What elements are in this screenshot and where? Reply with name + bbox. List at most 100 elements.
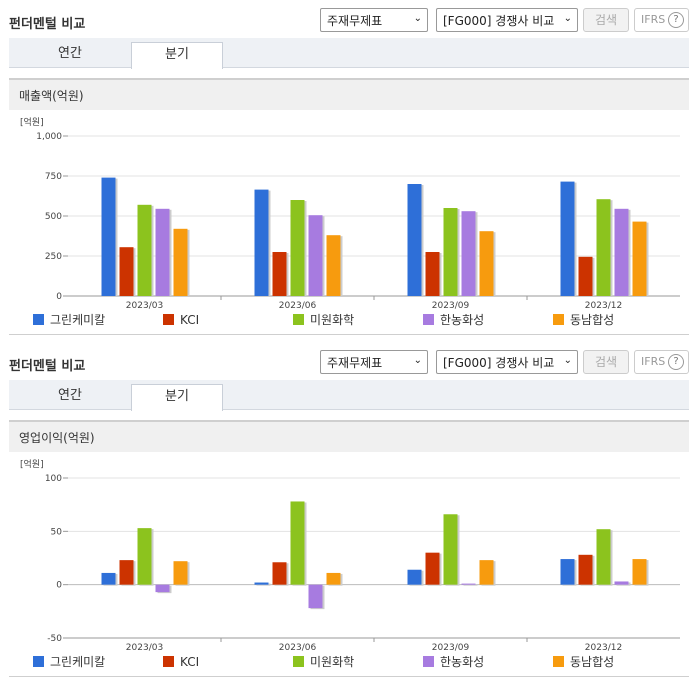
bar	[407, 184, 422, 296]
section-title: 펀더멘털 비교	[9, 359, 86, 374]
legend-label: 그린케미칼	[50, 655, 105, 669]
peer-group-select[interactable]: [FG000] 경쟁사 비교 ⌄	[436, 350, 578, 374]
bar	[479, 560, 494, 585]
bar	[101, 177, 116, 296]
legend-swatch	[33, 656, 44, 667]
x-tick-label: 2023/09	[432, 301, 470, 311]
chevron-down-icon: ⌄	[563, 355, 572, 366]
bar	[596, 529, 611, 585]
bar	[155, 208, 170, 296]
legend-swatch	[293, 314, 304, 325]
bar	[425, 252, 440, 296]
bar	[308, 584, 323, 609]
legend-label: 동남합성	[570, 655, 614, 669]
bar	[614, 208, 629, 296]
chart-header-label: 매출액(억원)	[19, 89, 84, 103]
bar	[272, 562, 287, 585]
y-tick-label: 0	[56, 292, 62, 302]
y-tick-label: 0	[56, 581, 62, 591]
bar	[290, 200, 305, 296]
y-tick-label: 1,000	[36, 132, 62, 142]
x-tick-label: 2023/03	[126, 643, 163, 653]
peer-group-select[interactable]: [FG000] 경쟁사 비교 ⌄	[436, 8, 578, 32]
tab-annual[interactable]: 연간	[58, 388, 82, 403]
help-icon[interactable]: ?	[668, 12, 684, 28]
ifrs-toggle[interactable]: IFRS ?	[634, 350, 689, 374]
bar	[290, 501, 305, 585]
period-tabs: 연간 분기	[9, 380, 689, 411]
ifrs-toggle[interactable]: IFRS ?	[634, 8, 689, 32]
divider	[9, 334, 689, 335]
legend-swatch	[163, 314, 174, 325]
bar	[578, 554, 593, 585]
legend-swatch	[163, 656, 174, 667]
x-tick-label: 2023/06	[279, 643, 317, 653]
chevron-down-icon: ⌄	[413, 13, 422, 24]
chevron-down-icon: ⌄	[413, 355, 422, 366]
search-button[interactable]: 검색	[583, 8, 629, 32]
financial-statement-select[interactable]: 주재무제표 ⌄	[320, 8, 428, 32]
bar	[119, 247, 134, 296]
legend-label: KCI	[180, 313, 199, 327]
financial-statement-select[interactable]: 주재무제표 ⌄	[320, 350, 428, 374]
tab-quarterly[interactable]: 분기	[131, 42, 223, 69]
bar	[308, 215, 323, 296]
bar	[173, 561, 188, 585]
tab-quarterly[interactable]: 분기	[131, 384, 223, 411]
legend-swatch	[33, 314, 44, 325]
legend-label: 미원화학	[310, 655, 354, 669]
bar	[326, 572, 341, 585]
x-tick-label: 2023/12	[585, 301, 622, 311]
bar	[425, 552, 440, 585]
y-unit-label: [억원]	[20, 458, 44, 470]
bar	[479, 231, 494, 296]
x-tick-label: 2023/06	[279, 301, 317, 311]
y-tick-label: 100	[45, 474, 62, 484]
legend-swatch	[553, 656, 564, 667]
bar	[272, 252, 287, 296]
bar	[407, 569, 422, 585]
legend-label: 미원화학	[310, 313, 354, 327]
x-tick-label: 2023/12	[585, 643, 622, 653]
y-unit-label: [억원]	[20, 116, 44, 128]
legend-swatch	[293, 656, 304, 667]
x-tick-label: 2023/03	[126, 301, 163, 311]
legend-label: 동남합성	[570, 313, 614, 327]
help-icon[interactable]: ?	[668, 354, 684, 370]
bar	[101, 572, 116, 585]
y-tick-label: -50	[47, 634, 62, 644]
legend-swatch	[423, 656, 434, 667]
chart-header: 영업이익(억원)	[9, 420, 689, 452]
bar-shadow	[463, 584, 478, 586]
revenue-bar-chart: [억원] 0 250 500 750 1,000 2023/03 2023/06 2023/09…	[20, 116, 680, 327]
bar	[173, 228, 188, 296]
legend-label: 그린케미칼	[50, 313, 105, 327]
bar	[254, 189, 269, 296]
divider	[9, 676, 689, 677]
bar	[632, 559, 647, 585]
search-button[interactable]: 검색	[583, 350, 629, 374]
fundamental-comparison-operating-profit: 펀더멘털 비교 주재무제표 ⌄ [FG000] 경쟁사 비교 ⌄ 검색 IFRS ?…	[0, 342, 696, 684]
bar	[137, 528, 152, 585]
y-tick-label: 500	[45, 212, 62, 222]
legend-label: 한농화성	[440, 313, 484, 327]
fundamental-comparison-revenue: 펀더멘털 비교 주재무제표 ⌄ [FG000] 경쟁사 비교 ⌄ 검색 IFRS ?…	[9, 8, 689, 335]
bar	[119, 560, 134, 585]
tab-annual[interactable]: 연간	[58, 46, 82, 61]
bar	[443, 208, 458, 296]
legend-label: 한농화성	[440, 655, 484, 669]
chart-header-label: 영업이익(억원)	[19, 431, 95, 445]
bar	[560, 559, 575, 585]
operating-profit-bar-chart: [억원] -50 0 50 100 2023/03 2023/06 2023/09 2023/1…	[20, 458, 680, 669]
bar	[461, 583, 476, 585]
bar	[326, 235, 341, 296]
bar	[137, 204, 152, 296]
y-tick-label: 250	[45, 252, 62, 262]
chevron-down-icon: ⌄	[563, 13, 572, 24]
bar	[560, 181, 575, 296]
legend-label: KCI	[180, 655, 199, 669]
period-tabs: 연간 분기	[9, 38, 689, 69]
bar	[578, 256, 593, 296]
y-tick-label: 50	[51, 527, 63, 537]
bar	[155, 584, 170, 593]
